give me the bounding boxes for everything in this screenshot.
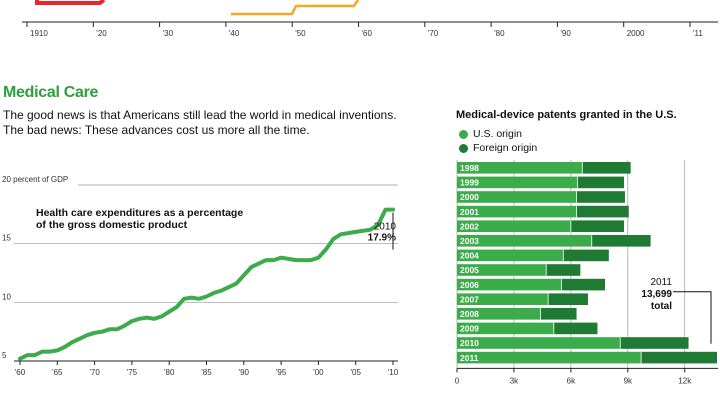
x-tick-label: '70 xyxy=(89,368,100,377)
bar-foreign-origin xyxy=(546,264,581,276)
annotation-leader-line xyxy=(673,291,712,344)
bar-us-origin xyxy=(457,351,642,364)
bar-category-label: 2001 xyxy=(460,207,479,217)
annotation-value: 17.9% xyxy=(368,233,396,244)
health-expenditure-series-line xyxy=(18,207,395,361)
bar-us-origin xyxy=(457,162,583,174)
bar-foreign-origin xyxy=(591,235,651,247)
bar-us-origin xyxy=(457,249,564,262)
x-tick-label: '75 xyxy=(127,368,138,377)
health-expenditure-line-chart: 5 10 15 20 percent of GDP '60 '65 '70 '75 '80 '85… xyxy=(2,175,399,377)
bar-category-label: 1999 xyxy=(460,178,479,188)
bar-foreign-origin xyxy=(553,322,598,335)
bar-category-label: 2010 xyxy=(460,338,479,348)
line-chart-title-line1: Health care expenditures as a percentage xyxy=(36,207,243,219)
patents-chart-title: Medical-device patents granted in the U.… xyxy=(456,109,677,121)
x-tick-label: '85 xyxy=(201,368,212,377)
bar-us-origin xyxy=(457,205,577,218)
top-axis-tick-label: '11 xyxy=(693,29,703,38)
x-tick-label: '05 xyxy=(350,368,361,377)
top-axis-tick-label: '60 xyxy=(362,29,373,38)
y-tick-label: 15 xyxy=(2,234,11,243)
x-tick-label: '90 xyxy=(239,368,250,377)
x-tick-label: '65 xyxy=(52,368,63,377)
bar-category-label: 2004 xyxy=(460,251,479,261)
top-axis-tick-label: '50 xyxy=(295,29,306,38)
top-axis-tick-label: 2000 xyxy=(627,29,645,38)
bar-us-origin xyxy=(457,264,547,276)
bar-foreign-origin xyxy=(540,308,577,320)
bar-category-label: 1998 xyxy=(460,163,479,173)
top-orange-series-tail xyxy=(231,0,360,16)
top-axis-tick-label: 1910 xyxy=(30,29,48,38)
bar-us-origin xyxy=(457,191,577,203)
section-title: Medical Care xyxy=(3,84,99,101)
y-tick-label: 5 xyxy=(2,351,7,360)
top-axis-tick-label: '70 xyxy=(428,29,439,38)
bar-category-label: 2000 xyxy=(460,192,479,202)
y-tick-label: 20 percent of GDP xyxy=(2,175,68,184)
bar-category-label: 2009 xyxy=(460,324,479,334)
intro-line-2: The bad news: These advances cost us mor… xyxy=(3,123,310,137)
bar-foreign-origin xyxy=(620,337,689,349)
top-axis-tick-label: '40 xyxy=(229,29,240,38)
previous-chart-strip: 1910 '20 '30 '40 '50 '60 '70 '80 '90 2000 '11 xyxy=(22,0,718,38)
bar-category-label: 2003 xyxy=(460,236,479,246)
bar-foreign-origin xyxy=(561,278,606,291)
intro-line-1: The good news is that Americans still le… xyxy=(3,108,397,122)
x-tick-label: '60 xyxy=(15,368,26,377)
bar-foreign-origin xyxy=(576,191,625,203)
annotation-unit: total xyxy=(651,301,672,312)
top-axis-tick-label: '80 xyxy=(494,29,505,38)
bar-us-origin xyxy=(457,337,621,349)
x-tick-label: '80 xyxy=(164,368,175,377)
bar-us-origin xyxy=(457,308,541,320)
bar-category-label: 2011 xyxy=(460,353,479,363)
x-tick-label: 9k xyxy=(624,376,633,385)
bar-us-origin xyxy=(457,293,549,305)
x-tick-label: 3k xyxy=(510,376,519,385)
bar-foreign-origin xyxy=(548,293,588,305)
legend-swatch-foreign-origin xyxy=(459,143,468,153)
section-intro: The good news is that Americans still le… xyxy=(3,108,423,138)
x-tick-label: 6k xyxy=(567,376,576,385)
patents-bar-chart: 0 3k 6k 9k 12k 1998 1999 2000 2001 2002 2003 2004 20… xyxy=(455,160,718,385)
x-tick-label: '10 xyxy=(388,368,399,377)
bar-foreign-origin xyxy=(576,205,629,218)
bar-foreign-origin xyxy=(582,162,631,174)
bar-us-origin xyxy=(457,235,592,247)
bar-category-label: 2005 xyxy=(460,265,479,275)
bar-us-origin xyxy=(457,220,571,232)
bar-us-origin xyxy=(457,176,578,189)
bar-category-label: 2006 xyxy=(460,280,479,290)
patents-legend: U.S. origin Foreign origin xyxy=(459,127,537,155)
bar-us-origin xyxy=(457,278,562,291)
bar-foreign-origin xyxy=(577,176,625,189)
top-axis-tick-label: '90 xyxy=(560,29,571,38)
x-tick-label: '95 xyxy=(276,368,287,377)
annotation-value: 13,699 xyxy=(641,289,672,300)
legend-label-foreign-origin: Foreign origin xyxy=(473,142,538,154)
legend-swatch-us-origin xyxy=(459,129,468,139)
x-tick-label: '00 xyxy=(313,368,324,377)
annotation-year: 2010 xyxy=(374,222,397,233)
top-axis-tick-label: '30 xyxy=(163,29,174,38)
bar-us-origin xyxy=(457,322,554,335)
top-axis-tick-label: '20 xyxy=(96,29,107,38)
bar-foreign-origin xyxy=(563,249,609,262)
x-tick-label: 0 xyxy=(455,376,460,385)
bar-foreign-origin xyxy=(641,351,717,364)
y-tick-label: 10 xyxy=(2,292,11,301)
legend-item-foreign-origin: Foreign origin xyxy=(459,141,537,155)
legend-item-us-origin: U.S. origin xyxy=(459,127,537,141)
top-red-series-tail xyxy=(35,0,106,5)
bar-category-label: 2002 xyxy=(460,221,479,231)
annotation-year: 2011 xyxy=(650,277,672,288)
legend-label-us-origin: U.S. origin xyxy=(473,128,523,140)
x-tick-label: 12k xyxy=(678,376,692,385)
line-chart-title-line2: of the gross domestic product xyxy=(36,219,188,231)
bar-category-label: 2007 xyxy=(460,294,479,304)
bar-foreign-origin xyxy=(570,220,625,232)
bar-category-label: 2008 xyxy=(460,309,479,319)
